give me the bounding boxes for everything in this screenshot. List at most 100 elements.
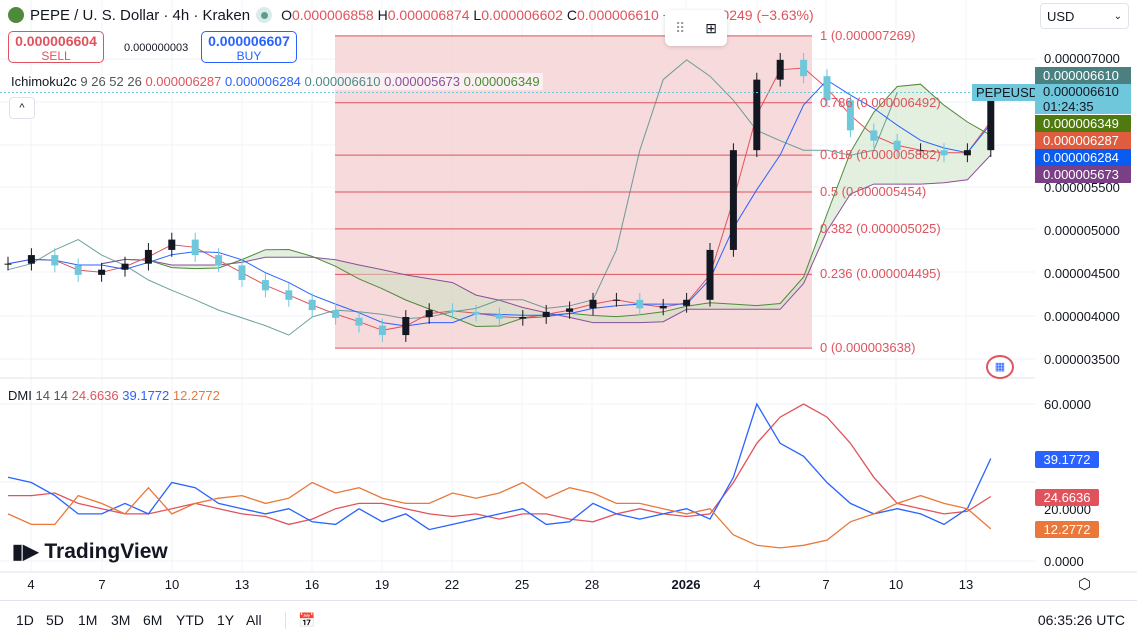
range-button-6m[interactable]: 6M — [143, 612, 163, 628]
symbol-title[interactable]: PEPE / U. S. Dollar · 4h · Kraken — [30, 6, 251, 24]
candle — [893, 140, 901, 151]
price-axis-label: 0.000004500 — [1044, 266, 1120, 281]
symbol-badge: PEPEUSD — [972, 84, 1043, 101]
candle — [963, 150, 971, 156]
time-axis-label: 10 — [888, 577, 904, 592]
candle — [823, 76, 831, 101]
dmi-legend[interactable]: DMI 14 14 24.6636 39.1772 12.2772 — [8, 388, 220, 403]
candle — [566, 308, 574, 312]
add-layout-icon[interactable]: ⊞ — [705, 19, 717, 36]
price-axis-label: 0.000005000 — [1044, 223, 1120, 238]
candle — [659, 305, 667, 309]
drag-handle-icon[interactable]: ⠿ — [675, 19, 686, 36]
price-axis-label: 0.000003500 — [1044, 352, 1120, 367]
chevron-down-icon: ⌄ — [1113, 11, 1122, 22]
sell-button[interactable]: 0.000006604 SELL — [8, 31, 104, 63]
plus-di-badge: 39.1772 — [1035, 451, 1099, 468]
dmi-axis-label: 0.0000 — [1044, 554, 1084, 569]
time-axis-label: 13 — [234, 577, 250, 592]
candle — [121, 263, 129, 270]
candle — [472, 311, 480, 315]
market-status-icon — [256, 7, 273, 23]
fib-level-label: 1 (0.000007269) — [820, 27, 916, 43]
candle — [683, 299, 691, 306]
ichimoku-legend[interactable]: Ichimoku2c 9 26 52 26 0.000006287 0.0000… — [8, 73, 543, 90]
candle — [870, 130, 878, 141]
candle — [846, 100, 854, 131]
range-button-all[interactable]: All — [246, 612, 262, 628]
fib-level-label: 0.786 (0.000006492) — [820, 94, 941, 110]
time-axis-label: 10 — [164, 577, 180, 592]
candle — [144, 249, 152, 264]
candle — [355, 317, 363, 326]
base-badge: 0.000006284 — [1035, 149, 1131, 166]
candle — [215, 255, 223, 266]
range-button-ytd[interactable]: YTD — [176, 612, 204, 628]
conversion-badge: 0.000006287 — [1035, 132, 1131, 149]
candle — [917, 150, 925, 152]
minus-di-line — [7, 481, 992, 549]
candle — [753, 79, 761, 151]
candle — [308, 299, 316, 311]
candle — [729, 150, 737, 250]
buy-button[interactable]: 0.000006607 BUY — [201, 31, 297, 63]
span-a-badge: 0.000006349 — [1035, 115, 1131, 132]
us-flag-icon[interactable]: ▦ — [986, 355, 1014, 379]
time-axis-label: 7 — [822, 577, 830, 592]
fib-level-label: 0.618 (0.000005882) — [820, 147, 941, 163]
time-axis-label: 2026 — [671, 577, 701, 592]
candle — [776, 59, 784, 80]
fib-level-label: 0 (0.000003638) — [820, 340, 916, 356]
range-button-1y[interactable]: 1Y — [217, 612, 235, 628]
candle — [74, 265, 82, 275]
range-button-1d[interactable]: 1D — [16, 612, 34, 628]
candle — [425, 310, 433, 317]
candle — [495, 314, 503, 319]
time-axis-label: 25 — [514, 577, 530, 592]
candle — [261, 280, 269, 291]
tv-logo-icon: ▮▶ — [12, 541, 39, 563]
time-axis-label: 4 — [753, 577, 761, 592]
candle — [800, 59, 808, 77]
candle — [519, 317, 527, 319]
time-axis-label: 16 — [304, 577, 320, 592]
candle — [636, 299, 644, 309]
time-axis-label: 28 — [584, 577, 600, 592]
candle — [940, 150, 948, 156]
date-range-icon[interactable]: 📅 — [285, 612, 315, 629]
time-axis-label: 22 — [444, 577, 460, 592]
minus-di-badge: 12.2772 — [1035, 521, 1099, 538]
fib-level-label: 0.382 (0.000005025) — [820, 220, 941, 236]
candle — [98, 269, 106, 275]
fib-level-label: 0.236 (0.000004495) — [820, 266, 941, 282]
ohlc-legend: O0.000006858 H0.000006874 L0.000006602 C… — [278, 6, 817, 24]
ichimoku-cloud — [101, 84, 991, 327]
candle — [168, 239, 176, 250]
time-axis-label: 7 — [98, 577, 106, 592]
candle — [238, 265, 246, 281]
candle — [332, 310, 340, 318]
currency-select[interactable]: USD ⌄ — [1040, 3, 1129, 29]
time-axis-label: 4 — [27, 577, 35, 592]
spread-value: 0.000000003 — [124, 42, 189, 54]
settings-icon[interactable]: ⬡ — [1078, 576, 1092, 593]
floating-toolbar[interactable]: ⠿ ⊞ — [665, 10, 727, 46]
price-axis-label: 0.000007000 — [1044, 51, 1120, 66]
candle — [612, 299, 620, 301]
candle — [449, 310, 457, 312]
range-button-5d[interactable]: 5D — [46, 612, 64, 628]
candle — [4, 263, 12, 265]
range-button-3m[interactable]: 3M — [111, 612, 131, 628]
collapse-legend-button[interactable]: ^ — [9, 97, 35, 119]
candle — [378, 325, 386, 336]
candle — [402, 317, 410, 336]
candle — [542, 311, 550, 317]
bottom-toolbar: 1D 5D 1M 3M 6M YTD 1Y All 📅 06:35:26 UTC — [0, 600, 1137, 635]
tradingview-logo[interactable]: ▮▶ TradingView — [12, 539, 168, 564]
dmi-axis-label: 60.0000 — [1044, 397, 1091, 412]
range-button-1m[interactable]: 1M — [78, 612, 98, 628]
candle — [706, 249, 714, 300]
clock[interactable]: 06:35:26 UTC — [1037, 612, 1125, 628]
span-b-badge: 0.000005673 — [1035, 166, 1131, 183]
